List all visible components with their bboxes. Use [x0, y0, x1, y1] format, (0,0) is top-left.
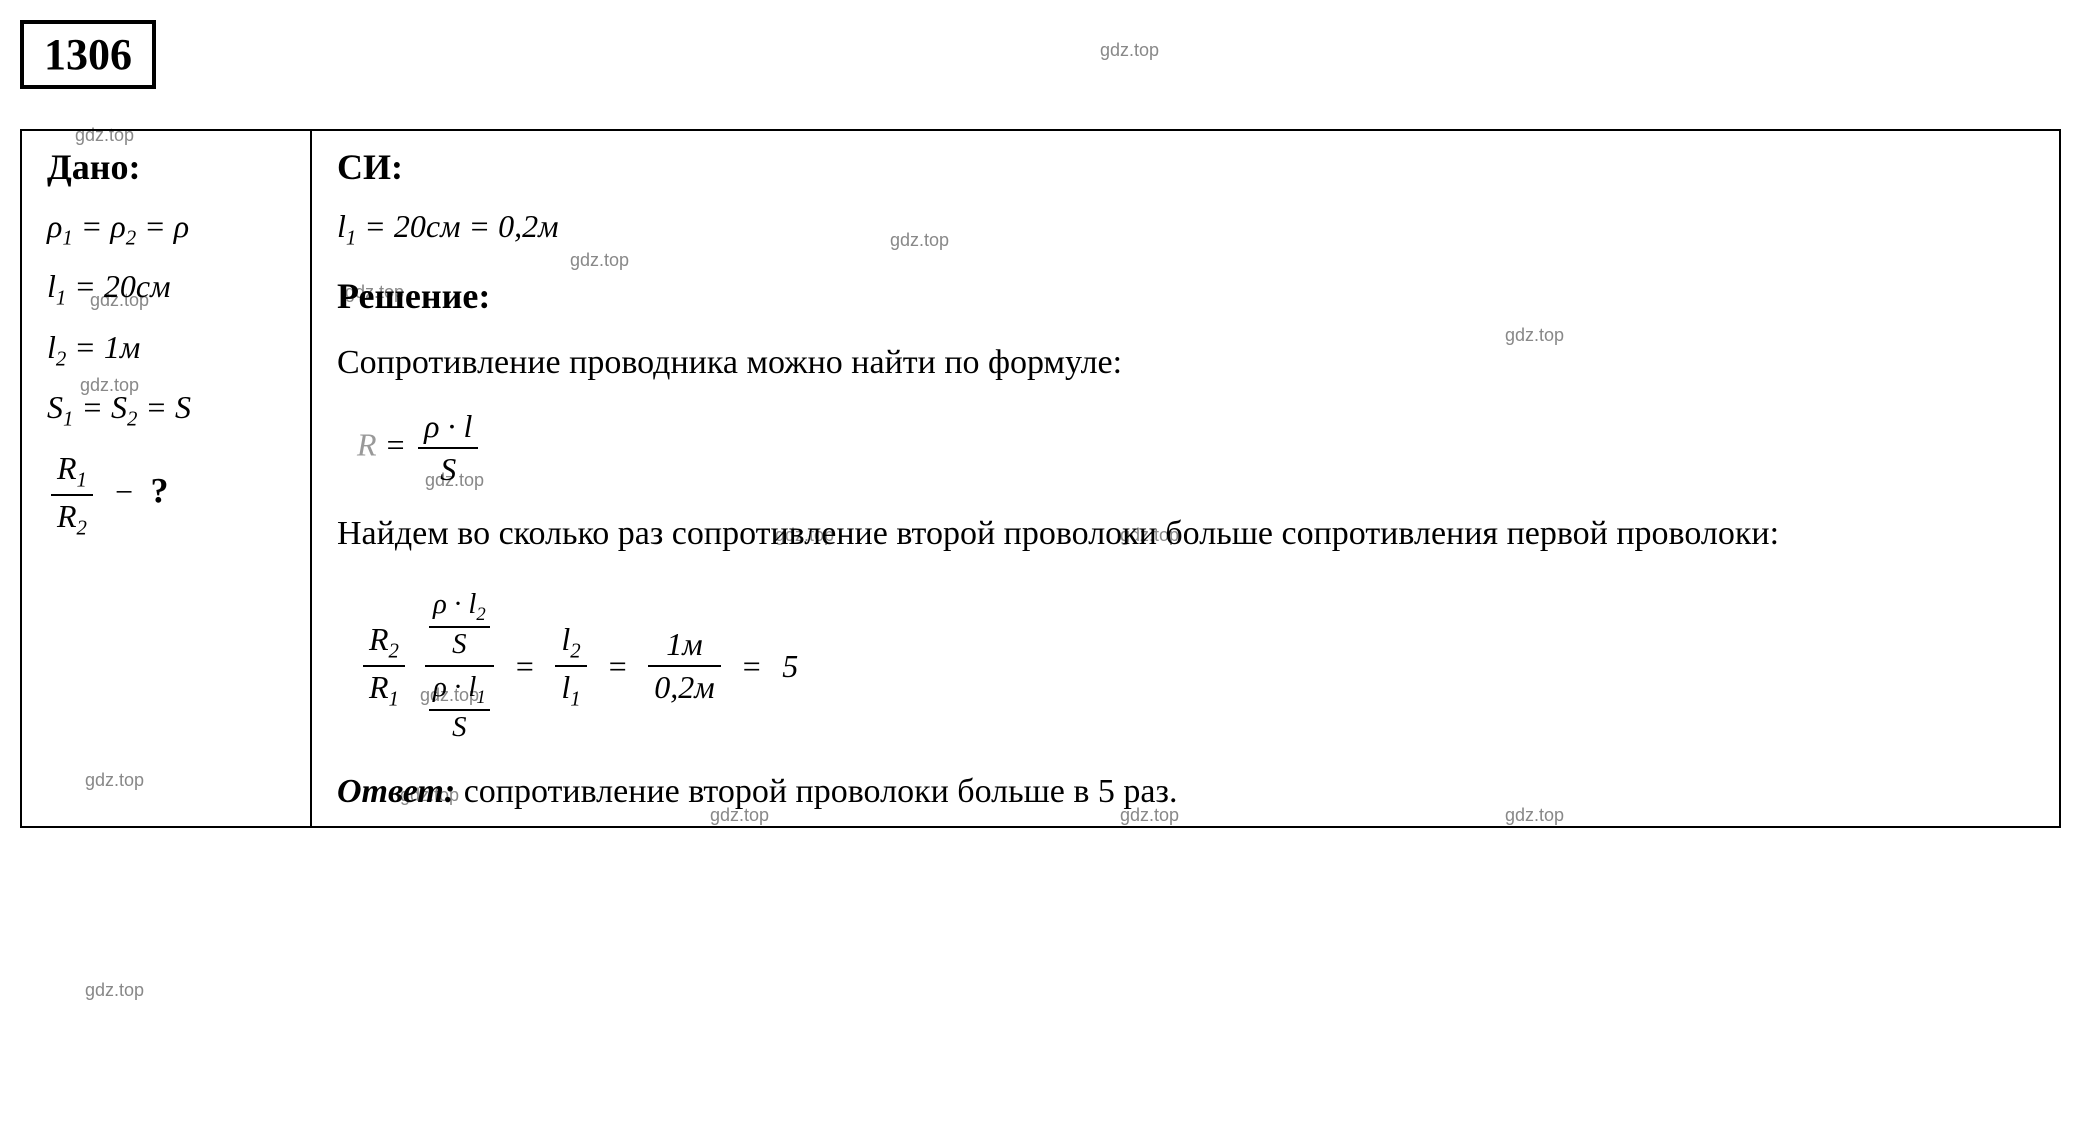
given-l2: l2 = 1м — [47, 329, 285, 371]
formula-resistance: R = ρ · l S — [357, 408, 2034, 488]
problem-number-box: 1306 — [20, 20, 156, 89]
answer-line: Ответ: сопротивление второй проволоки бо… — [337, 773, 2034, 811]
solution-column: СИ: l1 = 20см = 0,2м Решение: Сопротивле… — [311, 130, 2060, 827]
given-s: S1 = S2 = S — [47, 389, 285, 431]
question-mark: ? — [151, 470, 169, 510]
solution-text1: Сопротивление проводника можно найти по … — [337, 337, 2034, 388]
watermark: gdz.top — [1100, 40, 1159, 61]
si-conversion: l1 = 20см = 0,2м — [337, 208, 2034, 250]
given-rho: ρ1 = ρ2 = ρ — [47, 208, 285, 250]
given-l1: l1 = 20см — [47, 268, 285, 310]
answer-label: Ответ: — [337, 773, 455, 810]
answer-text: сопротивление второй проволоки больше в … — [455, 773, 1177, 810]
solution-heading: Решение: — [337, 275, 2034, 317]
given-column: Дано: ρ1 = ρ2 = ρ l1 = 20см l2 = 1м S1 =… — [21, 130, 311, 827]
watermark: gdz.top — [85, 980, 144, 1001]
page-container: 1306 gdz.topgdz.topgdz.topgdz.topgdz.top… — [20, 20, 2061, 828]
solution-table: Дано: ρ1 = ρ2 = ρ l1 = 20см l2 = 1м S1 =… — [20, 129, 2061, 828]
given-question: R1 R2 − ? — [47, 450, 285, 541]
problem-number: 1306 — [44, 30, 132, 79]
given-heading: Дано: — [47, 146, 285, 188]
formula-ratio: R2 R1 ρ · l2 S ρ · l1 — [357, 584, 2034, 748]
si-heading: СИ: — [337, 146, 2034, 188]
solution-text2: Найдем во сколько раз сопротивление втор… — [337, 508, 2034, 559]
